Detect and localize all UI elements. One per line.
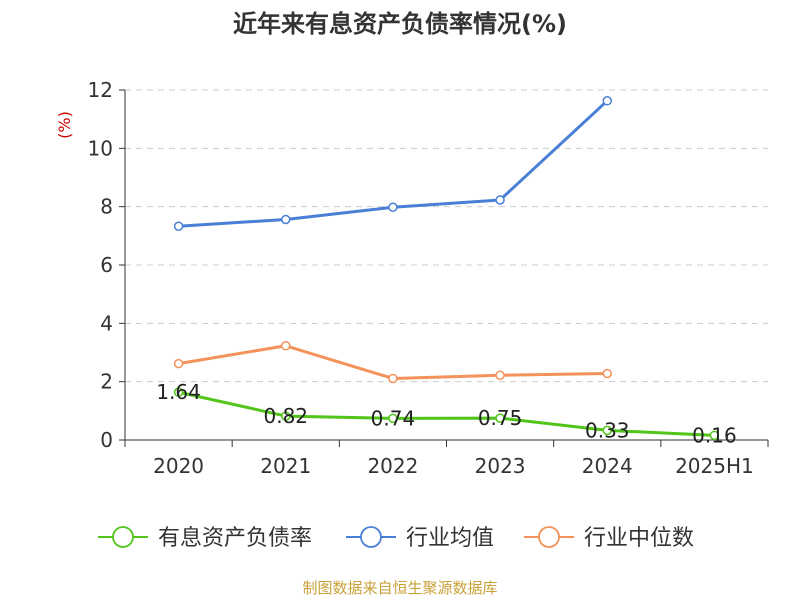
- y-tick-label: 2: [100, 370, 113, 394]
- legend-label: 行业均值: [406, 526, 494, 551]
- data-point: [173, 221, 184, 231]
- data-point: [388, 202, 398, 212]
- data-point: [281, 341, 291, 351]
- data-point: [281, 411, 291, 421]
- series-layer: 1.64 0.82 0.74 0.75 0.33 0.16: [156, 96, 737, 447]
- y-tick-label: 0: [100, 428, 113, 452]
- data-point: [173, 358, 184, 369]
- data-label: 0.74: [371, 406, 416, 430]
- axes: 0 2 4 6 8 10 12 2020 2021 2022 2023 2024 2025H1: [88, 78, 769, 478]
- data-point: [495, 413, 505, 423]
- legend-marker: [538, 526, 560, 548]
- data-point: [602, 96, 612, 106]
- data-point: [388, 413, 398, 424]
- legend: 有息资产负债率 行业均值 行业中位数: [98, 526, 694, 551]
- legend-label: 有息资产负债率: [158, 526, 312, 551]
- y-tick-label: 10: [88, 136, 113, 160]
- grid-lines: [125, 89, 768, 383]
- legend-marker: [112, 526, 134, 548]
- legend-label: 行业中位数: [584, 526, 694, 551]
- x-tick-label: 2021: [260, 454, 311, 478]
- data-point: [388, 373, 398, 384]
- y-tick-label: 4: [100, 311, 113, 335]
- data-point: [495, 370, 505, 380]
- data-point: [602, 425, 612, 436]
- y-tick-label: 6: [100, 253, 113, 277]
- data-label: 1.64: [156, 380, 201, 404]
- series-line: [178, 390, 715, 437]
- y-tick-label: 8: [100, 195, 113, 219]
- y-axis-label: (%): [55, 111, 74, 139]
- data-point: [709, 430, 720, 441]
- source-note: 制图数据来自恒生聚源数据库: [302, 579, 497, 597]
- data-label: 0.33: [585, 418, 630, 442]
- x-tick-label: 2024: [582, 454, 633, 478]
- x-tick-label: 2025H1: [675, 454, 754, 478]
- data-label: 0.82: [263, 404, 308, 428]
- chart-title: 近年来有息资产负债率情况(%): [233, 10, 567, 38]
- data-point: [495, 195, 505, 205]
- data-point: [281, 214, 291, 225]
- y-tick-label: 12: [88, 78, 113, 102]
- x-tick-label: 2023: [475, 454, 526, 478]
- data-label: 0.75: [478, 406, 523, 430]
- data-label: 0.16: [692, 423, 737, 447]
- data-point: [602, 368, 612, 379]
- series-line: [178, 344, 608, 380]
- legend-marker: [360, 526, 382, 548]
- x-tick-label: 2022: [367, 454, 418, 478]
- x-tick-label: 2020: [153, 454, 204, 478]
- data-point: [173, 387, 184, 397]
